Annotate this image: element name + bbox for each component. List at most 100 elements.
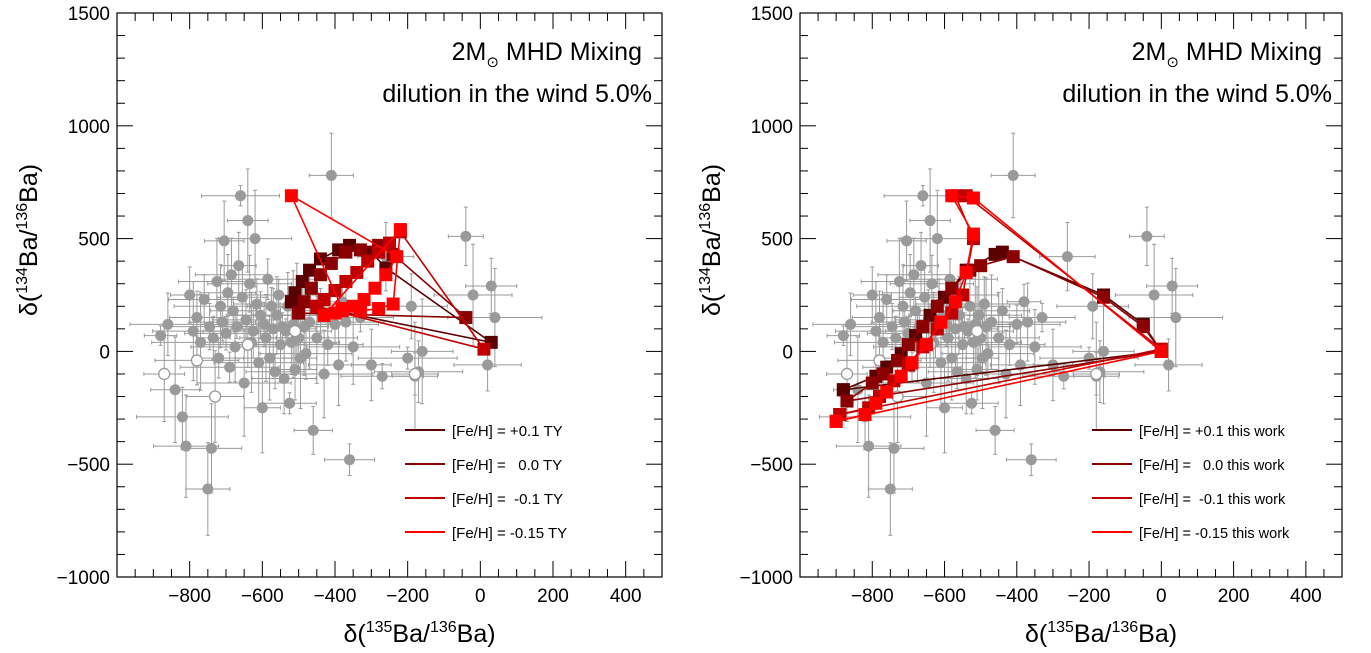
series-4: [829, 189, 1168, 428]
data-point: [935, 357, 947, 369]
series-marker: [361, 254, 375, 268]
x-tick-label: 200: [537, 586, 569, 607]
y-tick-label: 0: [782, 342, 793, 363]
data-point: [1022, 316, 1034, 328]
data-point: [1025, 454, 1037, 466]
series-marker: [292, 306, 306, 320]
series-marker: [339, 245, 353, 259]
series-marker: [919, 338, 933, 352]
data-point: [311, 332, 323, 344]
legend-label: [Fe/H] = -0.1 this work: [1139, 492, 1286, 508]
data-point: [915, 260, 927, 272]
series-marker: [390, 250, 404, 264]
data-point: [1029, 341, 1041, 353]
x-axis-label: δ(135Ba/136Ba): [343, 619, 495, 648]
y-axis-label: δ(134Ba/136Ba): [697, 164, 726, 316]
series-marker: [339, 274, 353, 288]
measurement-points: [812, 132, 1224, 536]
data-point: [155, 330, 167, 342]
series-marker: [894, 369, 908, 383]
data-point: [485, 280, 497, 292]
series-marker: [916, 320, 930, 334]
series-marker: [966, 227, 980, 241]
data-point: [866, 289, 878, 301]
data-point: [184, 289, 196, 301]
data-point: [942, 332, 954, 344]
data-point: [240, 314, 252, 326]
chart-panel-2: −800 −600 −400 −200 0 200 400 −1000 −500 0 500 1000…: [697, 4, 1343, 648]
series-marker: [880, 385, 894, 399]
data-point: [340, 316, 352, 328]
x-tick-label: −800: [168, 586, 211, 607]
data-point: [467, 289, 479, 301]
x-tick-label: −400: [995, 586, 1038, 607]
data-point: [405, 300, 417, 312]
y-tick-label: 500: [78, 230, 110, 251]
series-marker: [393, 223, 407, 237]
y-tick-label: 1000: [751, 117, 793, 138]
data-point: [416, 345, 428, 357]
series-marker: [304, 281, 318, 295]
data-point: [1170, 312, 1182, 324]
data-point: [235, 190, 247, 202]
series-marker: [995, 245, 1009, 259]
data-point: [205, 442, 217, 454]
data-point: [365, 359, 377, 371]
series-marker: [317, 308, 331, 322]
data-point: [989, 424, 1001, 436]
series-marker: [303, 263, 317, 277]
y-axis-label: δ(134Ba/136Ba): [14, 164, 43, 316]
data-point: [482, 359, 494, 371]
series-marker: [948, 295, 962, 309]
data-point-open: [970, 324, 984, 338]
data-point: [256, 402, 268, 414]
data-point: [260, 332, 272, 344]
legend-label: [Fe/H] = -0.15 TY: [452, 525, 567, 542]
series-marker: [840, 394, 854, 408]
data-point: [191, 312, 203, 324]
series-marker: [477, 342, 491, 356]
data-point-open: [840, 367, 854, 381]
series-marker: [313, 268, 327, 282]
series-marker: [1154, 344, 1168, 358]
data-point: [218, 235, 230, 247]
legend-label: [Fe/H] = -0.15 this work: [1139, 526, 1290, 542]
data-point: [284, 397, 296, 409]
data-point: [215, 300, 227, 312]
data-point: [863, 440, 875, 452]
series-marker: [945, 189, 959, 203]
data-point: [224, 361, 236, 373]
x-tick-label: −600: [241, 586, 284, 607]
data-point: [225, 269, 237, 281]
x-tick-label: −200: [1068, 586, 1111, 607]
data-point: [993, 332, 1005, 344]
series-marker: [1097, 290, 1111, 304]
data-point: [273, 289, 285, 301]
x-tick-label: −200: [386, 586, 429, 607]
series-marker: [335, 302, 349, 316]
series-marker: [459, 311, 473, 325]
x-tick-label: −800: [851, 586, 894, 607]
series-marker: [1006, 250, 1020, 264]
data-point: [233, 260, 245, 272]
annotation-line-1: 2M⊙ MHD Mixing: [1132, 38, 1322, 71]
series-marker: [891, 353, 905, 367]
data-point: [1018, 296, 1030, 308]
data-point: [325, 169, 337, 181]
data-point: [926, 278, 938, 290]
data-point-open: [241, 338, 254, 351]
data-point: [207, 332, 219, 344]
data-point: [227, 305, 239, 317]
y-tick-label: 1500: [751, 4, 793, 25]
series-marker: [858, 408, 872, 422]
series-marker: [869, 396, 883, 410]
data-point: [220, 327, 232, 339]
y-tick-label: 500: [761, 230, 793, 251]
series-marker: [829, 414, 843, 428]
legend-label: [Fe/H] = +0.1 this work: [1139, 424, 1286, 440]
data-point: [262, 273, 274, 285]
data-point: [322, 339, 334, 351]
data-point: [1098, 345, 1110, 357]
data-point: [202, 483, 214, 495]
